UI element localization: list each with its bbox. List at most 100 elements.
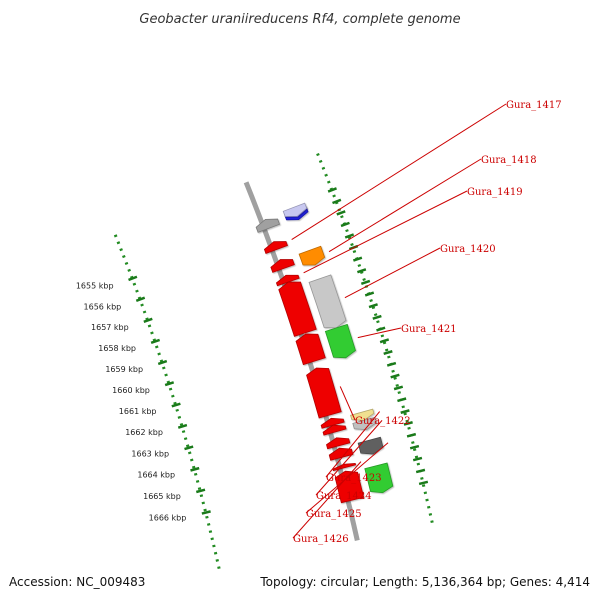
minor-tick bbox=[344, 233, 355, 239]
kbp-tick-label: 1666 kbp bbox=[149, 514, 187, 523]
gene-label: Gura_1424 bbox=[316, 491, 372, 502]
minor-tick bbox=[415, 468, 426, 474]
gene-arrow-body bbox=[326, 437, 351, 450]
gene-label: Gura_1421 bbox=[401, 324, 457, 335]
kbp-tick-label: 1661 kbp bbox=[119, 407, 157, 416]
gene-features bbox=[255, 202, 394, 504]
gene-label: Gura_1423 bbox=[326, 473, 382, 484]
kbp-tick bbox=[201, 510, 211, 515]
gene-arrow-body bbox=[282, 202, 308, 217]
gene-arrow bbox=[278, 281, 317, 337]
gene-arrow bbox=[364, 462, 394, 494]
gene-arrow-body bbox=[298, 245, 326, 266]
minor-tick bbox=[336, 210, 346, 216]
gene-arrow bbox=[298, 245, 326, 266]
gene-arrow bbox=[255, 218, 281, 233]
kbp-tick bbox=[164, 381, 175, 387]
gene-label-leader bbox=[315, 420, 383, 496]
kbp-tick bbox=[150, 338, 161, 344]
kbp-tick-label: 1665 kbp bbox=[143, 492, 181, 501]
minor-tick bbox=[364, 291, 375, 297]
gene-labels: Gura_1417 Gura_1418 Gura_1419 Gura_1420 Gura… bbox=[291, 100, 562, 545]
kbp-ticks: 1655 kbp 1656 kbp 1657 kbp 1658 kbp 1659 kbp… bbox=[76, 275, 211, 523]
minor-tick bbox=[340, 221, 350, 228]
gene-arrow bbox=[308, 274, 347, 329]
kbp-tick bbox=[128, 275, 138, 282]
kbp-tick-label: 1655 kbp bbox=[76, 282, 114, 291]
gene-label: Gura_1422 bbox=[355, 416, 411, 427]
gene-arrow-body bbox=[255, 218, 281, 233]
minor-tick bbox=[412, 456, 423, 462]
minor-tick bbox=[383, 350, 393, 356]
kbp-tick-label: 1656 kbp bbox=[84, 302, 122, 311]
kbp-tick-label: 1664 kbp bbox=[137, 471, 175, 480]
gene-label-leader bbox=[357, 327, 402, 339]
gene-label-leader bbox=[291, 103, 507, 240]
gene-arrow-body bbox=[350, 408, 375, 421]
gene-label-leader bbox=[325, 411, 381, 478]
kbp-tick-label: 1662 kbp bbox=[125, 428, 163, 437]
gene-label: Gura_1417 bbox=[506, 100, 562, 111]
minor-tick bbox=[403, 421, 413, 426]
gene-label: Gura_1419 bbox=[467, 187, 523, 198]
gene-arrow bbox=[282, 202, 308, 217]
gene-arrow bbox=[306, 367, 342, 419]
minor-tick bbox=[356, 268, 367, 274]
gene-arrow-body bbox=[306, 367, 342, 419]
gene-label-leader bbox=[339, 386, 356, 421]
gene-label-leader bbox=[303, 190, 468, 274]
minor-tick bbox=[327, 187, 337, 193]
minor-tick bbox=[368, 303, 378, 309]
gene-arrow-body bbox=[295, 333, 326, 366]
map-title: Geobacter uraniireducens Rf4, complete g… bbox=[139, 12, 460, 27]
kbp-tick bbox=[190, 466, 200, 472]
gene-arrow-body bbox=[324, 323, 356, 359]
minor-tick bbox=[386, 361, 397, 367]
gene-arrow bbox=[352, 416, 377, 431]
gene-arrow bbox=[324, 323, 356, 359]
gene-arrow bbox=[270, 259, 295, 273]
gene-arrow bbox=[350, 408, 375, 421]
gene-arrow-body bbox=[357, 436, 384, 455]
kbp-tick bbox=[143, 317, 153, 323]
kbp-tick bbox=[157, 359, 168, 366]
gene-arrow-body bbox=[270, 259, 295, 273]
gene-label-leader bbox=[328, 158, 482, 253]
gene-arrow-body bbox=[308, 274, 347, 329]
gene-arrow-body bbox=[275, 274, 300, 287]
kbp-tick-label: 1663 kbp bbox=[131, 449, 169, 458]
minor-tick bbox=[379, 338, 390, 344]
gene-label: Gura_1425 bbox=[306, 509, 362, 520]
minor-tick bbox=[360, 279, 371, 285]
gene-arrow bbox=[275, 274, 300, 287]
minor-tick bbox=[352, 256, 363, 262]
kbp-tick-label: 1658 kbp bbox=[98, 344, 136, 353]
gene-arrow-body bbox=[364, 462, 394, 494]
kbp-tick bbox=[171, 402, 181, 408]
gene-arrow bbox=[295, 333, 326, 366]
kbp-tick bbox=[135, 296, 146, 302]
gene-arrow-body bbox=[263, 241, 289, 254]
gene-label: Gura_1426 bbox=[293, 534, 349, 545]
gene-label: Gura_1418 bbox=[481, 155, 537, 166]
kbp-tick bbox=[184, 445, 194, 451]
gene-arrow-body bbox=[278, 281, 317, 337]
kbp-tick bbox=[195, 488, 206, 494]
accession-text: Accession: NC_009483 bbox=[9, 575, 145, 589]
minor-tick bbox=[372, 314, 382, 320]
minor-tick bbox=[400, 409, 410, 414]
minor-tick bbox=[406, 432, 417, 438]
gene-label-leader bbox=[292, 461, 362, 539]
gene-arrow bbox=[263, 241, 289, 254]
kbp-tick-label: 1657 kbp bbox=[91, 323, 129, 332]
minor-tick bbox=[397, 397, 407, 403]
minor-tick bbox=[376, 326, 386, 332]
kbp-tick bbox=[177, 423, 188, 429]
kbp-tick-label: 1660 kbp bbox=[112, 386, 150, 395]
gene-arrow bbox=[326, 437, 351, 450]
gene-arrow bbox=[320, 417, 345, 429]
minor-tick bbox=[390, 373, 400, 379]
minor-tick bbox=[332, 198, 342, 205]
